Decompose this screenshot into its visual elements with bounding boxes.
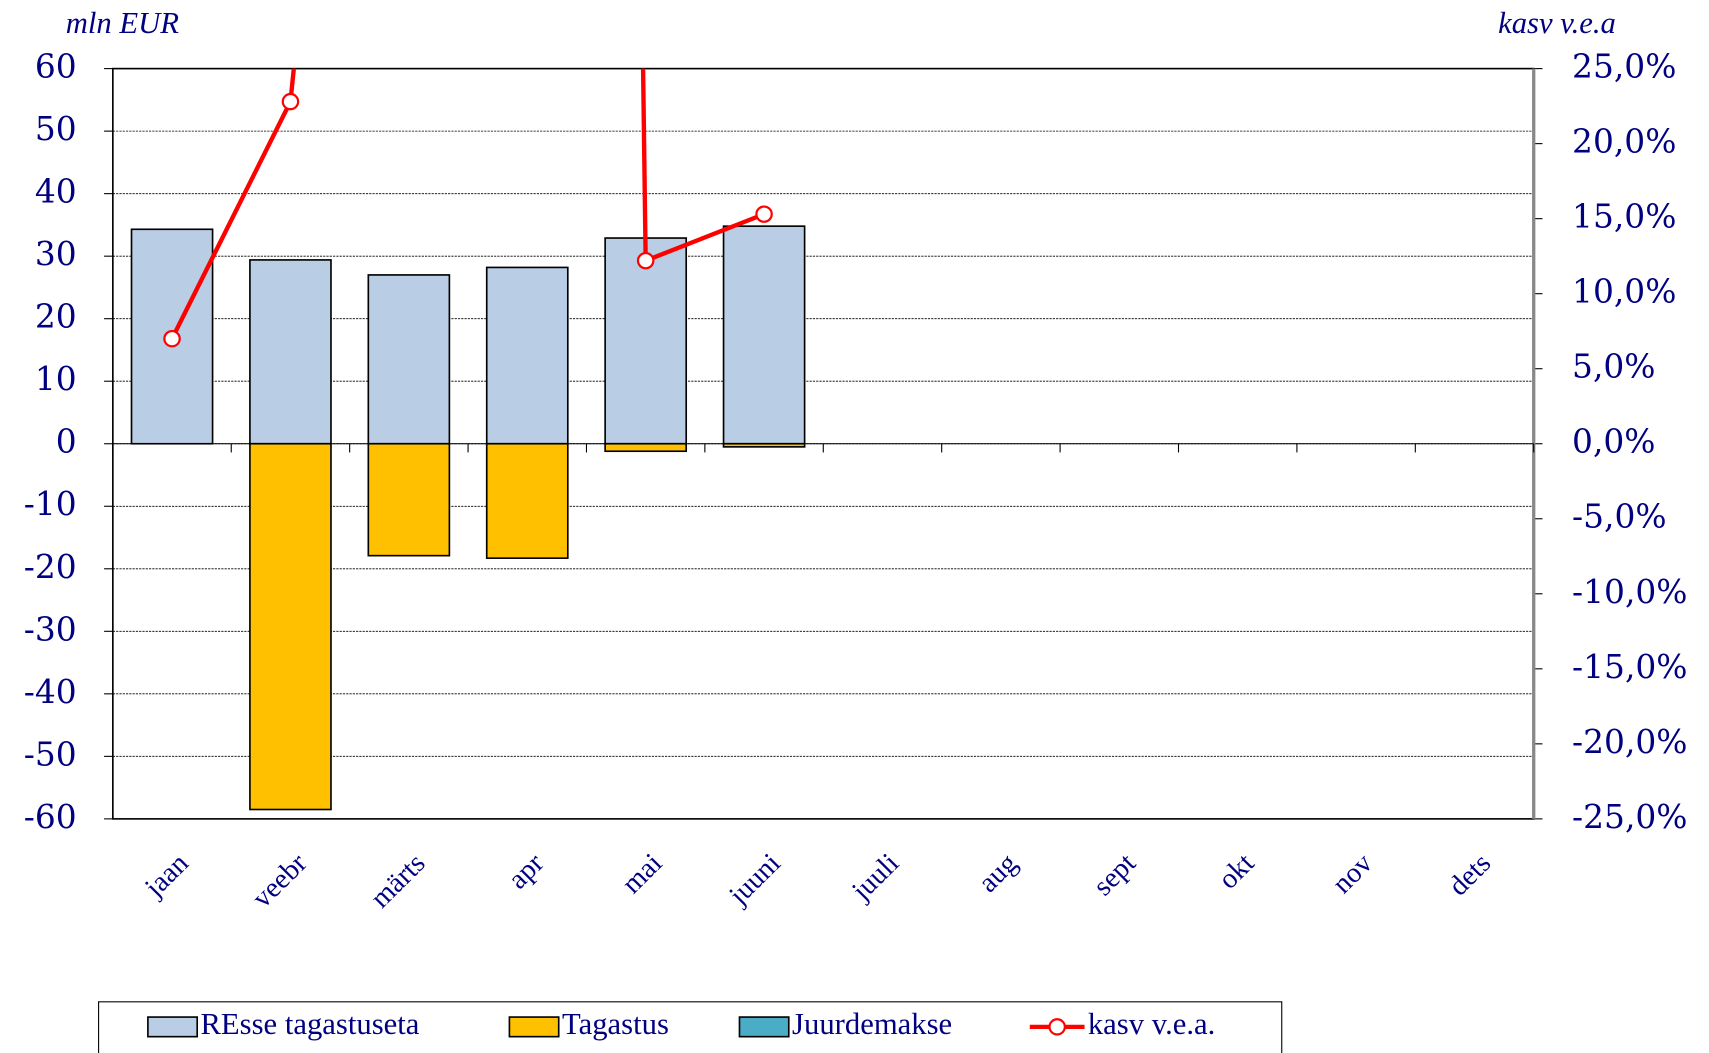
x-tick-label: mai: [616, 848, 668, 900]
y-tick-label: 20: [35, 298, 77, 336]
y2-tick-label: 15,0%: [1572, 198, 1676, 236]
y-tick-label: 60: [35, 48, 77, 86]
y-tick-label: 50: [35, 110, 77, 148]
bar: [485, 266, 569, 445]
y-axis-label: mln EUR: [66, 6, 180, 40]
y-tick-label: -60: [24, 798, 77, 836]
x-tick-label: märts: [365, 848, 432, 914]
y2-axis-label: kasv v.e.a: [1498, 6, 1616, 40]
x-tick-label: veebr: [247, 848, 314, 915]
bar: [604, 237, 688, 445]
y-tick-label: 30: [35, 235, 77, 273]
y-tick-label: -10: [24, 485, 77, 523]
line-marker: [163, 329, 181, 348]
y-tick-label: -30: [24, 610, 77, 648]
x-tick-label: okt: [1213, 848, 1261, 895]
y-tick-label: -40: [24, 673, 77, 711]
line-marker: [636, 251, 655, 270]
y2-tick-label: -20,0%: [1572, 723, 1687, 761]
line: [170, 68, 765, 340]
line-layer: [163, 68, 773, 348]
legend-marker: [1048, 1018, 1066, 1036]
y-tick-label: -50: [24, 735, 77, 773]
bar: [367, 274, 451, 445]
y-tick-label: 0: [56, 423, 77, 461]
y2-tick-label: -5,0%: [1572, 498, 1667, 536]
bar: [249, 442, 332, 811]
bar: [367, 442, 451, 557]
y2-tick-label: -25,0%: [1572, 798, 1687, 836]
x-tick-label: juuli: [846, 848, 906, 907]
y-tick-label: -20: [24, 548, 77, 586]
bar: [604, 442, 688, 453]
y2-tick-label: 5,0%: [1572, 348, 1655, 386]
y2-tick-label: 25,0%: [1572, 48, 1676, 86]
legend-box: [98, 1001, 1283, 1053]
y2-tick-label: 20,0%: [1572, 123, 1676, 161]
legend-swatch: [738, 1016, 790, 1038]
line-marker: [755, 205, 773, 223]
legend-label: REsse tagastuseta: [200, 1007, 419, 1041]
bar: [722, 225, 806, 445]
legend-label: kasv v.e.a.: [1088, 1007, 1215, 1041]
y-tick-label: 10: [35, 360, 77, 398]
y2-tick-label: 10,0%: [1572, 273, 1676, 311]
y-tick-label: 40: [35, 173, 77, 211]
legend-swatch: [508, 1016, 560, 1038]
x-tick-label: sept: [1088, 848, 1142, 902]
y2-tick-label: -10,0%: [1572, 573, 1687, 611]
x-tick-label: aug: [973, 848, 1024, 899]
y2-tick-label: 0,0%: [1572, 423, 1655, 461]
line-marker: [281, 92, 300, 111]
x-tick-label: dets: [1443, 848, 1497, 902]
bar: [485, 442, 569, 559]
legend-label: Tagastus: [562, 1007, 669, 1041]
x-tick-label: jaan: [139, 848, 195, 904]
x-tick-label: apr: [502, 848, 550, 896]
x-tick-label: nov: [1327, 847, 1380, 899]
legend-swatch: [147, 1016, 199, 1038]
bar: [249, 259, 332, 445]
legend-label: Juurdemakse: [792, 1007, 952, 1041]
y2-tick-label: -15,0%: [1572, 648, 1687, 686]
x-tick-label: juuni: [723, 848, 787, 912]
